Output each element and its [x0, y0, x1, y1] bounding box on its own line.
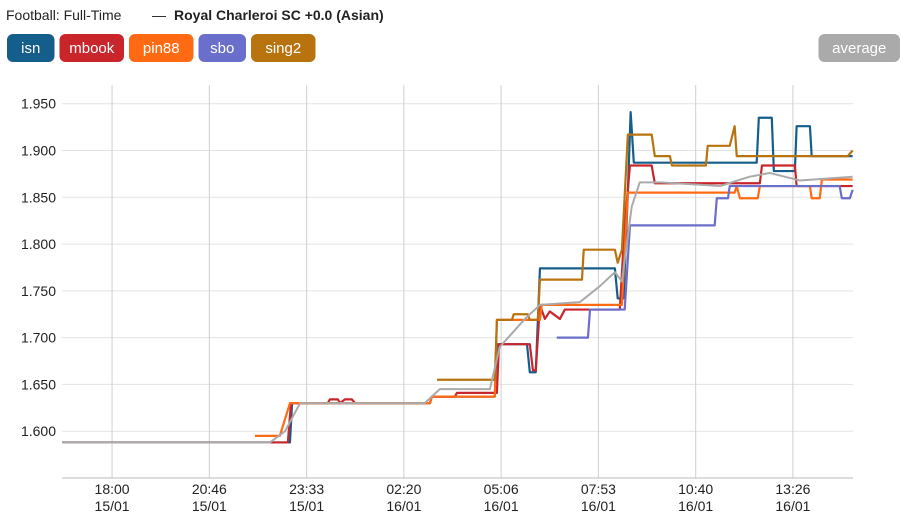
y-tick-label: 1.850	[21, 189, 56, 205]
legend-swatch	[251, 34, 316, 62]
legend-swatch	[129, 34, 194, 62]
y-tick-label: 1.650	[21, 376, 56, 392]
legend-label: mbook	[69, 40, 115, 57]
x-tick-label: 02:20	[386, 481, 421, 497]
x-tick-date: 16/01	[386, 498, 421, 514]
legend-swatch	[818, 34, 900, 62]
series-line	[556, 184, 854, 339]
x-tick-date: 16/01	[678, 498, 713, 514]
x-tick-date: 15/01	[289, 498, 324, 514]
legend-button[interactable]: pin88	[129, 34, 194, 62]
chart-subtitle: Royal Charleroi SC +0.0 (Asian)	[174, 7, 384, 23]
y-tick-label: 1.700	[21, 330, 56, 346]
series-line	[437, 125, 854, 381]
x-tick-label: 07:53	[581, 481, 616, 497]
legend-label: pin88	[143, 40, 180, 57]
x-tick-date: 15/01	[192, 498, 227, 514]
legend-label: isn	[21, 40, 40, 57]
legend-swatch	[7, 34, 55, 62]
x-tick-label: 05:06	[484, 481, 519, 497]
y-tick-label: 1.950	[21, 96, 56, 112]
legend-button[interactable]: sbo	[198, 34, 247, 62]
grid: 1.600 1.650 1.700 1.750 1.800 1.850 1.900 1.950…	[21, 85, 853, 514]
x-tick-label: 18:00	[95, 481, 130, 497]
x-tick-label: 20:46	[192, 481, 227, 497]
x-tick-label: 13:26	[775, 481, 810, 497]
legend-label: sbo	[210, 40, 234, 57]
plot	[62, 111, 854, 444]
series-line	[254, 178, 853, 437]
x-tick-label: 23:33	[289, 481, 324, 497]
y-tick-label: 1.800	[21, 236, 56, 252]
x-tick-date: 16/01	[581, 498, 616, 514]
chart-title: Football: Full-Time	[6, 7, 122, 23]
x-tick-date: 16/01	[484, 498, 519, 514]
x-tick-date: 16/01	[775, 498, 810, 514]
legend-button[interactable]: sing2	[251, 34, 316, 62]
legend-swatch	[59, 34, 124, 62]
title-separator: —	[152, 7, 166, 23]
x-tick-label: 10:40	[678, 481, 713, 497]
y-tick-label: 1.750	[21, 283, 56, 299]
y-tick-label: 1.900	[21, 143, 56, 159]
y-tick-label: 1.600	[21, 423, 56, 439]
legend: isn mbook pin88 sbo sing2 average	[7, 34, 900, 62]
legend-swatch	[198, 34, 246, 62]
x-tick-date: 15/01	[95, 498, 130, 514]
series-line	[62, 164, 853, 444]
legend-button[interactable]: average	[818, 34, 901, 62]
legend-button[interactable]: mbook	[59, 34, 125, 62]
series-line	[62, 171, 853, 444]
legend-button[interactable]: isn	[7, 34, 55, 62]
legend-label: average	[832, 40, 886, 57]
legend-label: sing2	[265, 40, 301, 57]
